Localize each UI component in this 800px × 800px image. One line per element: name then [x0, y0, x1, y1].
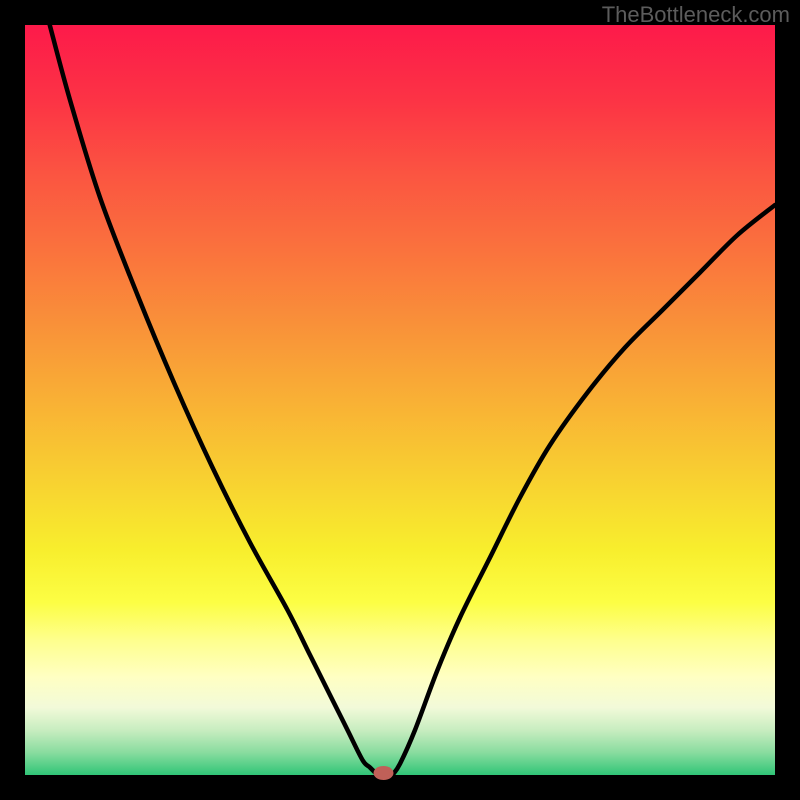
watermark-text: TheBottleneck.com [602, 2, 790, 28]
chart-container: TheBottleneck.com [0, 0, 800, 800]
optimal-point-marker [374, 766, 394, 780]
chart-background [25, 25, 775, 775]
bottleneck-chart [0, 0, 800, 800]
